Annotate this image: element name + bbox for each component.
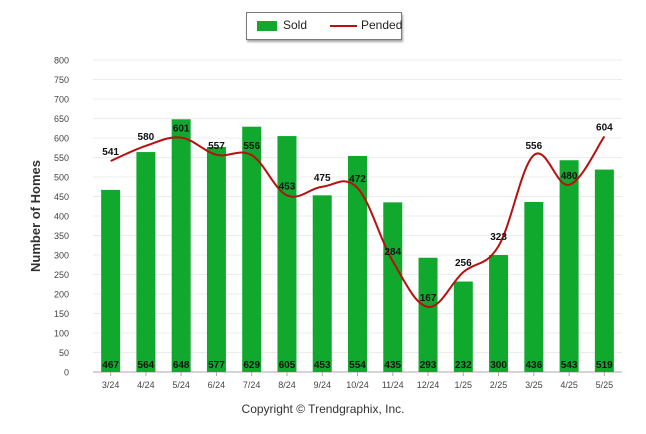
pended-value-label: 472: [349, 174, 366, 185]
x-tick-label: 12/24: [417, 380, 440, 390]
pended-value-label: 601: [173, 124, 190, 135]
x-tick-label: 1/25: [455, 380, 473, 390]
y-tick-label: 450: [54, 192, 69, 202]
x-axis-ticks: 3/24 4/24 5/24 6/24 7/24 8/24 9/24 10/24 11/24 12…: [102, 372, 613, 390]
sold-value-label: 232: [455, 360, 472, 371]
y-tick-label: 550: [54, 153, 69, 163]
pended-line-group: [110, 135, 606, 308]
sold-bar: [101, 189, 121, 372]
x-tick-label: 10/24: [346, 380, 369, 390]
y-tick-label: 250: [54, 270, 69, 280]
copyright-text: Copyright © Trendgraphix, Inc.: [241, 402, 405, 416]
sold-bar: [383, 202, 403, 372]
sold-bar: [594, 169, 614, 372]
y-tick-label: 200: [54, 290, 69, 300]
pended-value-label: 556: [525, 141, 542, 152]
sold-legend-swatch: [257, 21, 277, 31]
sold-value-label: 577: [208, 360, 225, 371]
sold-value-label: 467: [102, 360, 119, 371]
pended-value-label: 604: [596, 122, 613, 133]
sold-bar: [489, 255, 509, 372]
y-axis-label: Number of Homes: [28, 160, 43, 272]
y-tick-label: 350: [54, 231, 69, 241]
sold-value-label: 519: [596, 360, 613, 371]
sold-bar: [277, 136, 297, 372]
sold-value-label: 453: [314, 360, 331, 371]
y-tick-label: 700: [54, 95, 69, 105]
sold-value-label: 435: [384, 360, 401, 371]
y-tick-label: 50: [59, 348, 69, 358]
sold-bar: [242, 126, 262, 372]
sold-bar: [453, 281, 473, 372]
pended-value-label: 284: [384, 247, 401, 258]
pended-legend-label: Pended: [361, 18, 403, 32]
legend: Sold Pended: [246, 12, 402, 40]
x-tick-label: 5/24: [172, 380, 190, 390]
sold-value-label: 436: [525, 360, 542, 371]
x-tick-label: 3/24: [102, 380, 120, 390]
y-tick-label: 300: [54, 251, 69, 261]
y-tick-label: 750: [54, 75, 69, 85]
sold-bar: [418, 257, 438, 372]
sold-value-label: 605: [279, 360, 296, 371]
x-tick-label: 4/24: [137, 380, 155, 390]
y-tick-label: 100: [54, 329, 69, 339]
pended-line: [110, 135, 606, 308]
x-tick-label: 5/25: [596, 380, 614, 390]
y-tick-label: 0: [64, 368, 69, 378]
y-tick-label: 800: [54, 56, 69, 66]
x-tick-label: 4/25: [560, 380, 578, 390]
sold-bar: [312, 195, 332, 372]
pended-value-label: 557: [208, 141, 225, 152]
sold-bar: [524, 201, 544, 372]
pended-value-label: 256: [455, 258, 472, 269]
y-tick-label: 150: [54, 309, 69, 319]
sold-bar: [559, 160, 579, 372]
sold-bar: [348, 155, 367, 372]
data-labels: 467 564 648 577 629 605 453 554 435 293 232 300 436 5…: [102, 122, 613, 371]
sold-bar: [136, 152, 156, 372]
pended-value-label: 323: [490, 232, 507, 243]
sold-bar: [171, 119, 191, 372]
pended-value-label: 475: [314, 173, 331, 184]
sold-legend-label: Sold: [283, 18, 308, 32]
sold-bars: [101, 119, 614, 372]
sold-value-label: 543: [561, 360, 578, 371]
pended-value-label: 556: [243, 141, 260, 152]
sold-value-label: 300: [490, 360, 507, 371]
sold-value-label: 648: [173, 360, 190, 371]
x-tick-label: 3/25: [525, 380, 543, 390]
x-tick-label: 11/24: [382, 380, 404, 390]
x-tick-label: 8/24: [278, 380, 296, 390]
pended-value-label: 580: [138, 132, 155, 143]
sold-value-label: 564: [138, 360, 155, 371]
x-tick-label: 6/24: [208, 380, 226, 390]
sold-value-label: 293: [420, 360, 437, 371]
x-tick-label: 9/24: [313, 380, 331, 390]
y-axis-ticks: 0 50 100 150 200 250 300 350 400 450 500 550 600 650 7…: [54, 56, 69, 378]
x-tick-label: 2/25: [490, 380, 508, 390]
pended-value-label: 480: [561, 171, 578, 182]
sold-bar: [206, 146, 226, 372]
sold-value-label: 629: [243, 360, 260, 371]
pended-legend-line: [330, 25, 357, 27]
y-tick-label: 500: [54, 173, 69, 183]
y-tick-label: 650: [54, 114, 69, 124]
x-tick-label: 7/24: [243, 380, 261, 390]
sold-value-label: 554: [349, 360, 366, 371]
pended-value-label: 453: [279, 181, 296, 192]
pended-value-label: 541: [102, 147, 119, 158]
y-tick-label: 600: [54, 134, 69, 144]
pended-value-label: 167: [420, 293, 437, 304]
y-tick-label: 400: [54, 212, 69, 222]
